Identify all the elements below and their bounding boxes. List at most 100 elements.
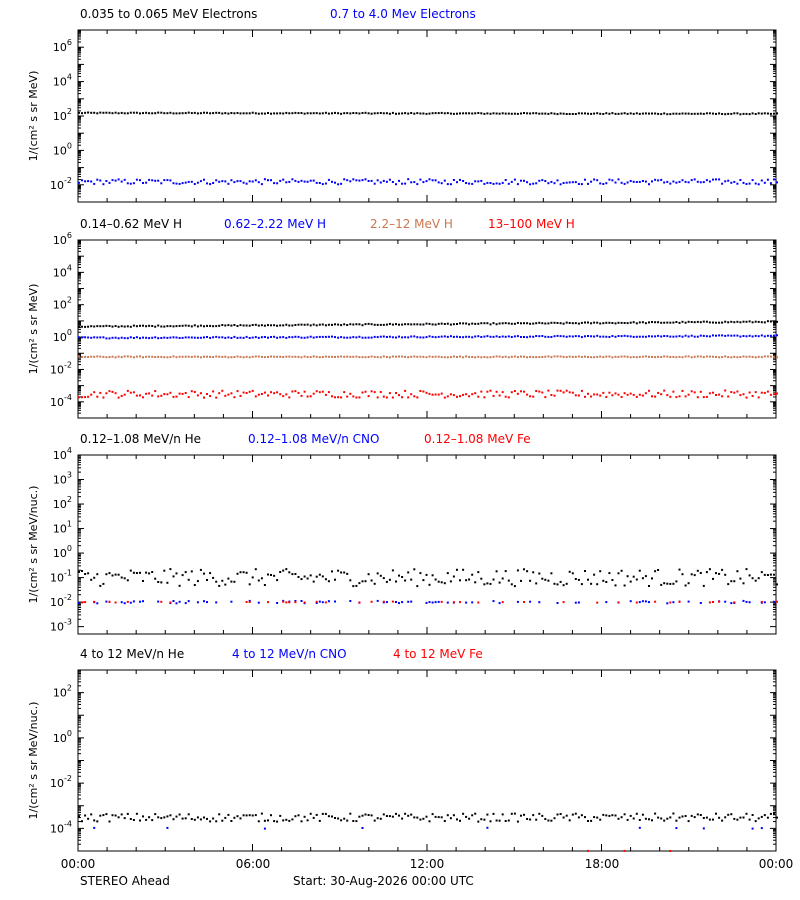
data-point	[315, 600, 318, 603]
data-point	[215, 335, 218, 338]
data-point	[635, 601, 638, 604]
data-point	[760, 815, 763, 818]
data-point	[81, 325, 83, 328]
data-point	[178, 355, 181, 358]
data-point	[90, 813, 93, 816]
data-point	[257, 820, 260, 823]
data-point	[87, 336, 90, 339]
data-point	[343, 391, 346, 394]
data-point	[90, 180, 93, 183]
data-point	[608, 814, 611, 817]
data-point	[608, 112, 611, 115]
data-point	[541, 112, 544, 115]
data-point	[471, 573, 474, 576]
data-point	[459, 355, 461, 358]
data-point	[270, 355, 272, 358]
data-point	[724, 389, 727, 392]
data-point	[532, 395, 535, 398]
data-point	[477, 355, 480, 358]
data-point	[324, 335, 327, 338]
data-point	[721, 819, 724, 822]
data-point	[251, 576, 254, 579]
data-point	[111, 336, 114, 339]
data-point	[190, 355, 193, 358]
data-point	[187, 336, 190, 339]
data-point	[93, 182, 96, 185]
data-point	[291, 818, 294, 821]
data-point	[663, 389, 666, 392]
data-point	[318, 819, 321, 822]
data-point	[577, 394, 580, 397]
data-point	[437, 355, 440, 358]
data-point	[120, 356, 123, 359]
data-point	[745, 183, 748, 185]
data-point	[593, 335, 596, 338]
data-point	[373, 355, 376, 358]
data-point	[635, 181, 638, 183]
data-point	[556, 583, 559, 586]
data-point	[318, 356, 321, 359]
data-point	[431, 112, 434, 115]
data-point	[553, 335, 556, 338]
data-point	[242, 324, 245, 327]
series-1	[78, 111, 778, 116]
data-point	[608, 321, 611, 324]
data-point	[434, 578, 437, 581]
data-point	[617, 817, 620, 820]
data-point	[446, 356, 449, 359]
data-point	[651, 356, 653, 358]
data-point	[257, 601, 260, 604]
data-point	[730, 813, 733, 816]
data-point	[492, 335, 495, 338]
data-point	[523, 179, 525, 182]
data-point	[520, 579, 522, 582]
data-point	[623, 849, 626, 852]
data-point	[391, 569, 394, 572]
data-point	[666, 394, 669, 397]
data-point	[260, 112, 263, 115]
data-point	[340, 182, 343, 185]
data-point	[730, 391, 733, 393]
data-point	[312, 392, 315, 395]
data-point	[367, 573, 370, 576]
data-point	[663, 321, 666, 324]
data-point	[599, 818, 602, 821]
data-point	[623, 584, 626, 587]
data-point	[212, 112, 215, 115]
data-point	[312, 355, 315, 358]
data-point	[590, 356, 593, 359]
data-point	[151, 355, 154, 358]
data-point	[169, 356, 172, 359]
data-point	[587, 849, 589, 852]
data-point	[663, 112, 666, 115]
data-point	[443, 335, 446, 338]
data-point	[596, 601, 599, 604]
data-point	[273, 392, 276, 395]
data-point	[96, 602, 99, 605]
data-point	[733, 112, 736, 115]
data-point	[510, 355, 513, 358]
data-point	[327, 355, 330, 358]
data-point	[516, 112, 519, 115]
data-point	[480, 818, 483, 821]
data-point	[687, 181, 690, 184]
data-point	[449, 323, 452, 326]
data-point	[267, 394, 269, 397]
data-point	[529, 579, 532, 582]
data-point	[139, 337, 141, 340]
data-point	[203, 111, 205, 114]
data-point	[425, 391, 428, 394]
data-point	[657, 321, 660, 324]
data-point	[693, 321, 696, 324]
data-point	[699, 355, 702, 358]
data-point	[577, 183, 580, 185]
data-point	[126, 812, 129, 815]
data-point	[617, 335, 620, 337]
data-point	[105, 573, 108, 576]
data-point	[108, 572, 111, 575]
data-point	[492, 112, 495, 115]
data-point	[276, 391, 279, 394]
data-point	[90, 355, 93, 358]
data-point	[199, 356, 202, 359]
data-point	[248, 583, 251, 586]
